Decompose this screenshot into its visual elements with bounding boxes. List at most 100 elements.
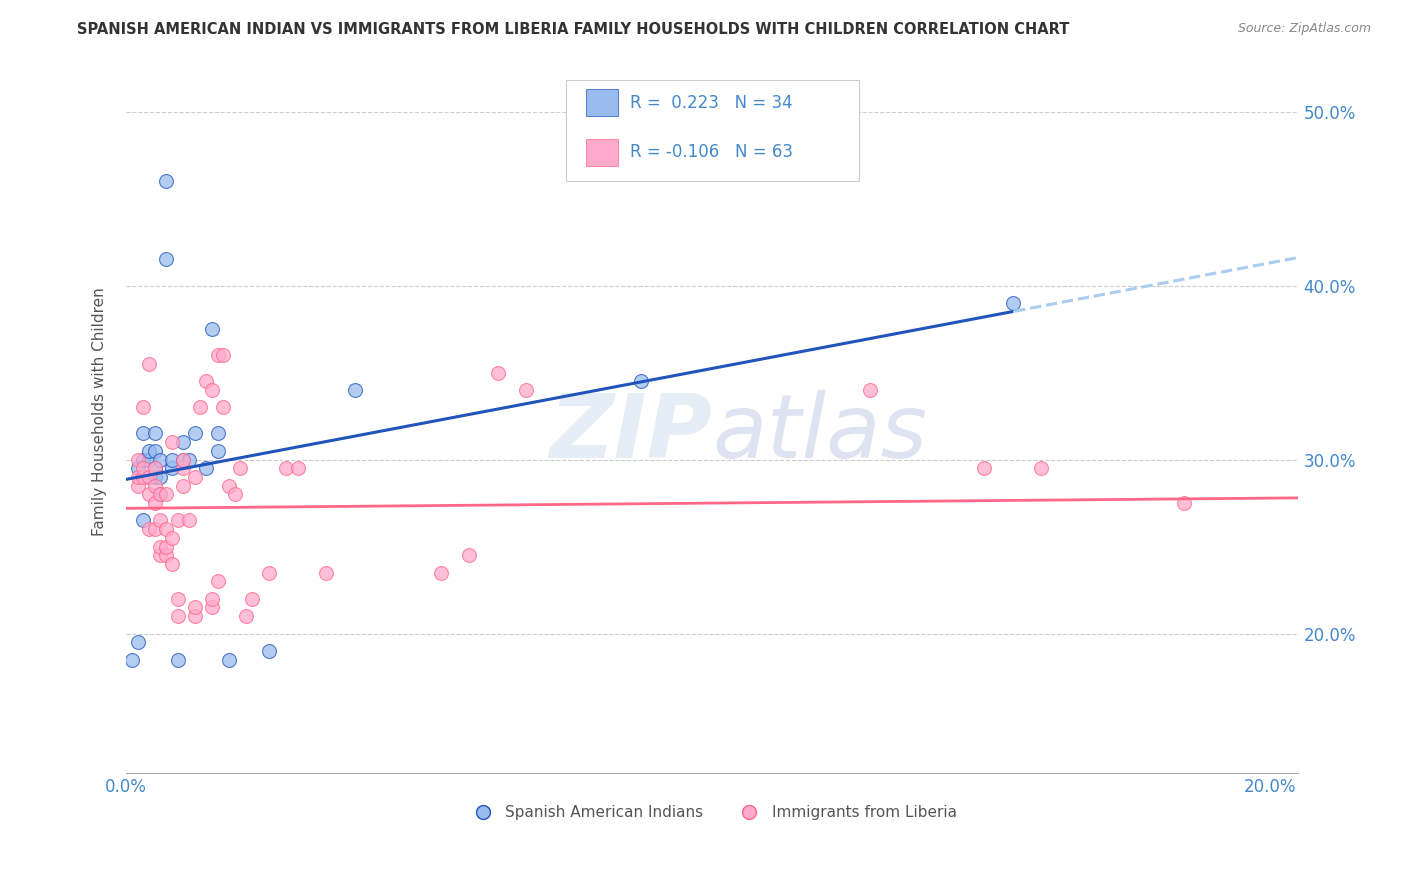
Point: [177, 513, 200, 527]
Text: ZIP: ZIP: [550, 390, 713, 477]
Point: [429, 566, 451, 580]
Point: [132, 513, 155, 527]
Point: [201, 383, 224, 397]
Point: [858, 383, 880, 397]
Point: [143, 496, 166, 510]
Point: [138, 487, 160, 501]
Point: [207, 574, 229, 589]
Bar: [586, 139, 619, 166]
Point: [207, 443, 229, 458]
Point: [155, 522, 177, 536]
Point: [121, 653, 143, 667]
Point: [149, 548, 172, 562]
Point: [143, 478, 166, 492]
Text: Source: ZipAtlas.com: Source: ZipAtlas.com: [1237, 22, 1371, 36]
Point: [149, 487, 172, 501]
Point: [183, 600, 205, 615]
Text: R =  0.223   N = 34: R = 0.223 N = 34: [630, 94, 793, 112]
Point: [257, 644, 280, 658]
Point: [155, 548, 177, 562]
Point: [195, 461, 218, 475]
Point: [183, 609, 205, 624]
Point: [160, 435, 183, 450]
Point: [160, 531, 183, 545]
Point: [218, 653, 240, 667]
Point: [276, 461, 298, 475]
Point: [744, 800, 766, 814]
Point: [138, 470, 160, 484]
Point: [143, 461, 166, 475]
Point: [127, 478, 149, 492]
Point: [201, 600, 224, 615]
Point: [143, 522, 166, 536]
Bar: [586, 89, 619, 116]
Point: [127, 452, 149, 467]
Point: [155, 174, 177, 188]
Point: [190, 401, 212, 415]
Text: atlas: atlas: [713, 391, 927, 476]
Text: SPANISH AMERICAN INDIAN VS IMMIGRANTS FROM LIBERIA FAMILY HOUSEHOLDS WITH CHILDR: SPANISH AMERICAN INDIAN VS IMMIGRANTS FR…: [77, 22, 1070, 37]
Text: R = -0.106   N = 63: R = -0.106 N = 63: [630, 144, 793, 161]
Point: [515, 383, 537, 397]
Point: [201, 322, 224, 336]
Point: [155, 487, 177, 501]
Point: [149, 540, 172, 554]
Point: [132, 426, 155, 441]
Point: [1029, 461, 1052, 475]
Point: [143, 470, 166, 484]
FancyBboxPatch shape: [565, 79, 859, 181]
Point: [172, 478, 194, 492]
Point: [149, 513, 172, 527]
Y-axis label: Family Households with Children: Family Households with Children: [93, 287, 107, 536]
Point: [127, 461, 149, 475]
Point: [160, 461, 183, 475]
Point: [138, 443, 160, 458]
Point: [138, 470, 160, 484]
Point: [166, 591, 188, 606]
Point: [121, 800, 143, 814]
Point: [195, 374, 218, 388]
Point: [132, 452, 155, 467]
Point: [127, 635, 149, 649]
Point: [224, 487, 246, 501]
Point: [149, 452, 172, 467]
Point: [132, 470, 155, 484]
Point: [287, 461, 309, 475]
Point: [138, 452, 160, 467]
Point: [149, 487, 172, 501]
Point: [155, 252, 177, 267]
Point: [973, 461, 995, 475]
Point: [343, 383, 366, 397]
Point: [143, 461, 166, 475]
Point: [132, 401, 155, 415]
Point: [160, 557, 183, 571]
Point: [235, 609, 257, 624]
Point: [138, 357, 160, 371]
Point: [143, 443, 166, 458]
Point: [458, 548, 481, 562]
Point: [229, 461, 252, 475]
Point: [138, 522, 160, 536]
Point: [127, 470, 149, 484]
Legend: Spanish American Indians, Immigrants from Liberia: Spanish American Indians, Immigrants fro…: [461, 799, 963, 827]
Point: [172, 461, 194, 475]
Point: [212, 401, 235, 415]
Point: [172, 452, 194, 467]
Point: [315, 566, 337, 580]
Point: [240, 591, 263, 606]
Point: [207, 426, 229, 441]
Point: [166, 609, 188, 624]
Point: [1173, 496, 1195, 510]
Point: [630, 374, 652, 388]
Point: [257, 566, 280, 580]
Point: [201, 591, 224, 606]
Point: [132, 461, 155, 475]
Point: [183, 426, 205, 441]
Point: [160, 452, 183, 467]
Point: [155, 540, 177, 554]
Point: [149, 470, 172, 484]
Point: [207, 348, 229, 362]
Point: [143, 426, 166, 441]
Point: [177, 452, 200, 467]
Point: [183, 470, 205, 484]
